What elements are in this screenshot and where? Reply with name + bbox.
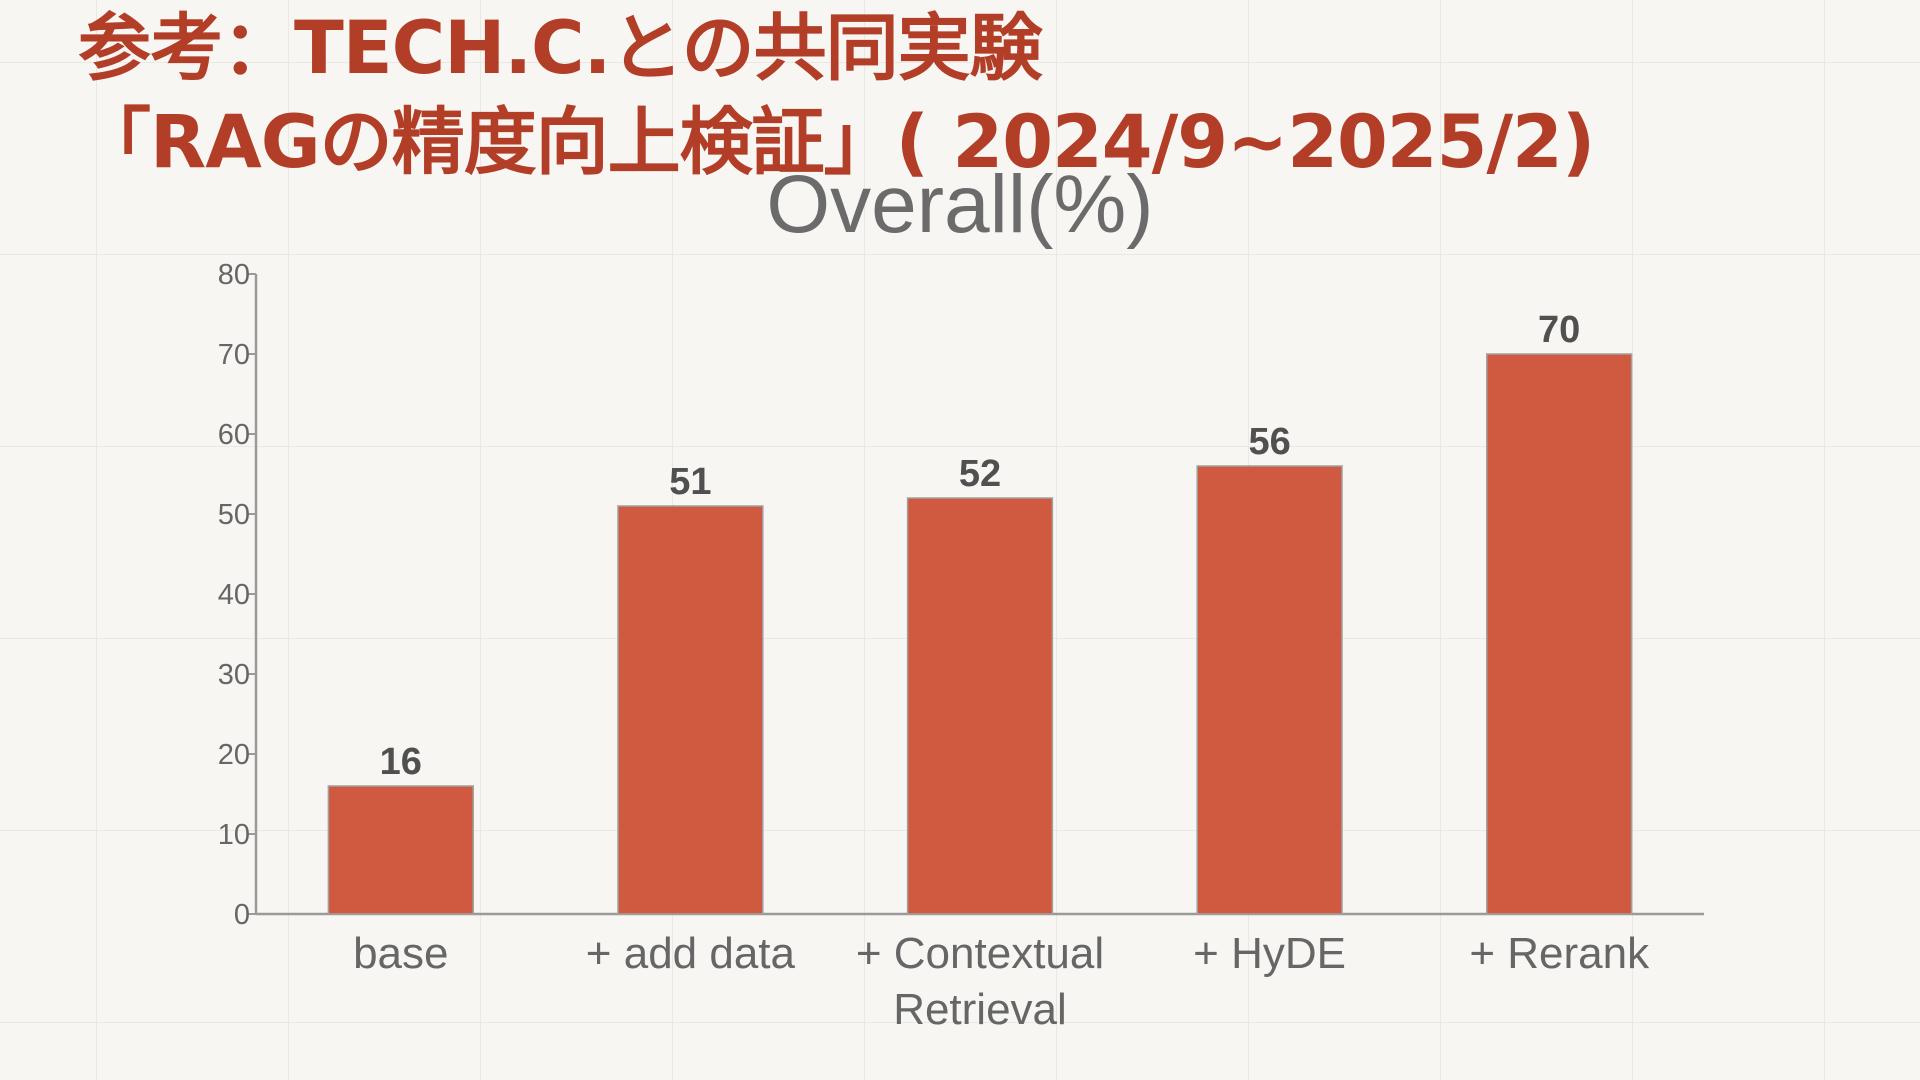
value-labels: 16 51 52 56 70: [380, 309, 1581, 783]
x-tick-label-line: Retrieval: [893, 985, 1067, 1034]
bar: [1196, 465, 1343, 915]
bar: [617, 505, 764, 915]
x-axis: base + add data + Contextual Retrieval + HyD…: [256, 912, 1704, 1034]
x-tick-label-line: + add data: [586, 929, 796, 978]
data-label: 51: [669, 461, 711, 503]
slide-title: 参考：TECH.C.との共同実験 「RAGの精度向上検証」( 2024/9~20…: [78, 2, 1595, 190]
y-tick-label: 70: [218, 339, 250, 371]
x-tick-label: base: [353, 929, 448, 978]
chart-title: Overall(%): [766, 159, 1153, 250]
slide-title-line-2: 「RAGの精度向上検証」( 2024/9~2025/2): [78, 100, 1595, 185]
data-label: 56: [1248, 421, 1290, 463]
bar: [906, 497, 1054, 915]
x-tick-label-line: + Rerank: [1469, 929, 1650, 978]
bar: [1486, 353, 1633, 915]
y-tick-label: 10: [218, 819, 250, 851]
x-tick-label: + Rerank: [1469, 929, 1650, 978]
y-tick-label: 30: [218, 659, 250, 691]
x-tick-label: + add data: [586, 929, 796, 978]
y-tick-label: 80: [218, 259, 250, 291]
data-label: 70: [1538, 309, 1580, 351]
data-label: 16: [380, 741, 422, 783]
bar: [327, 785, 474, 915]
x-tick-label-line: base: [353, 929, 448, 978]
y-tick-label: 50: [218, 499, 250, 531]
y-axis: 0 10 20 30 40 50 60 70 80: [218, 259, 258, 931]
x-tick-label-line: + HyDE: [1193, 929, 1346, 978]
slide-title-line-1: 参考：TECH.C.との共同実験: [78, 6, 1043, 91]
y-tick-label: 40: [218, 579, 250, 611]
x-tick-label-line: + Contextual: [856, 929, 1104, 978]
y-tick-label: 20: [218, 739, 250, 771]
y-tick-label: 60: [218, 419, 250, 451]
bar-series: [327, 353, 1633, 915]
x-tick-label: + HyDE: [1193, 929, 1346, 978]
data-label: 52: [959, 453, 1001, 495]
x-tick-label: + Contextual Retrieval: [856, 929, 1104, 1034]
y-tick-label: 0: [234, 899, 250, 931]
